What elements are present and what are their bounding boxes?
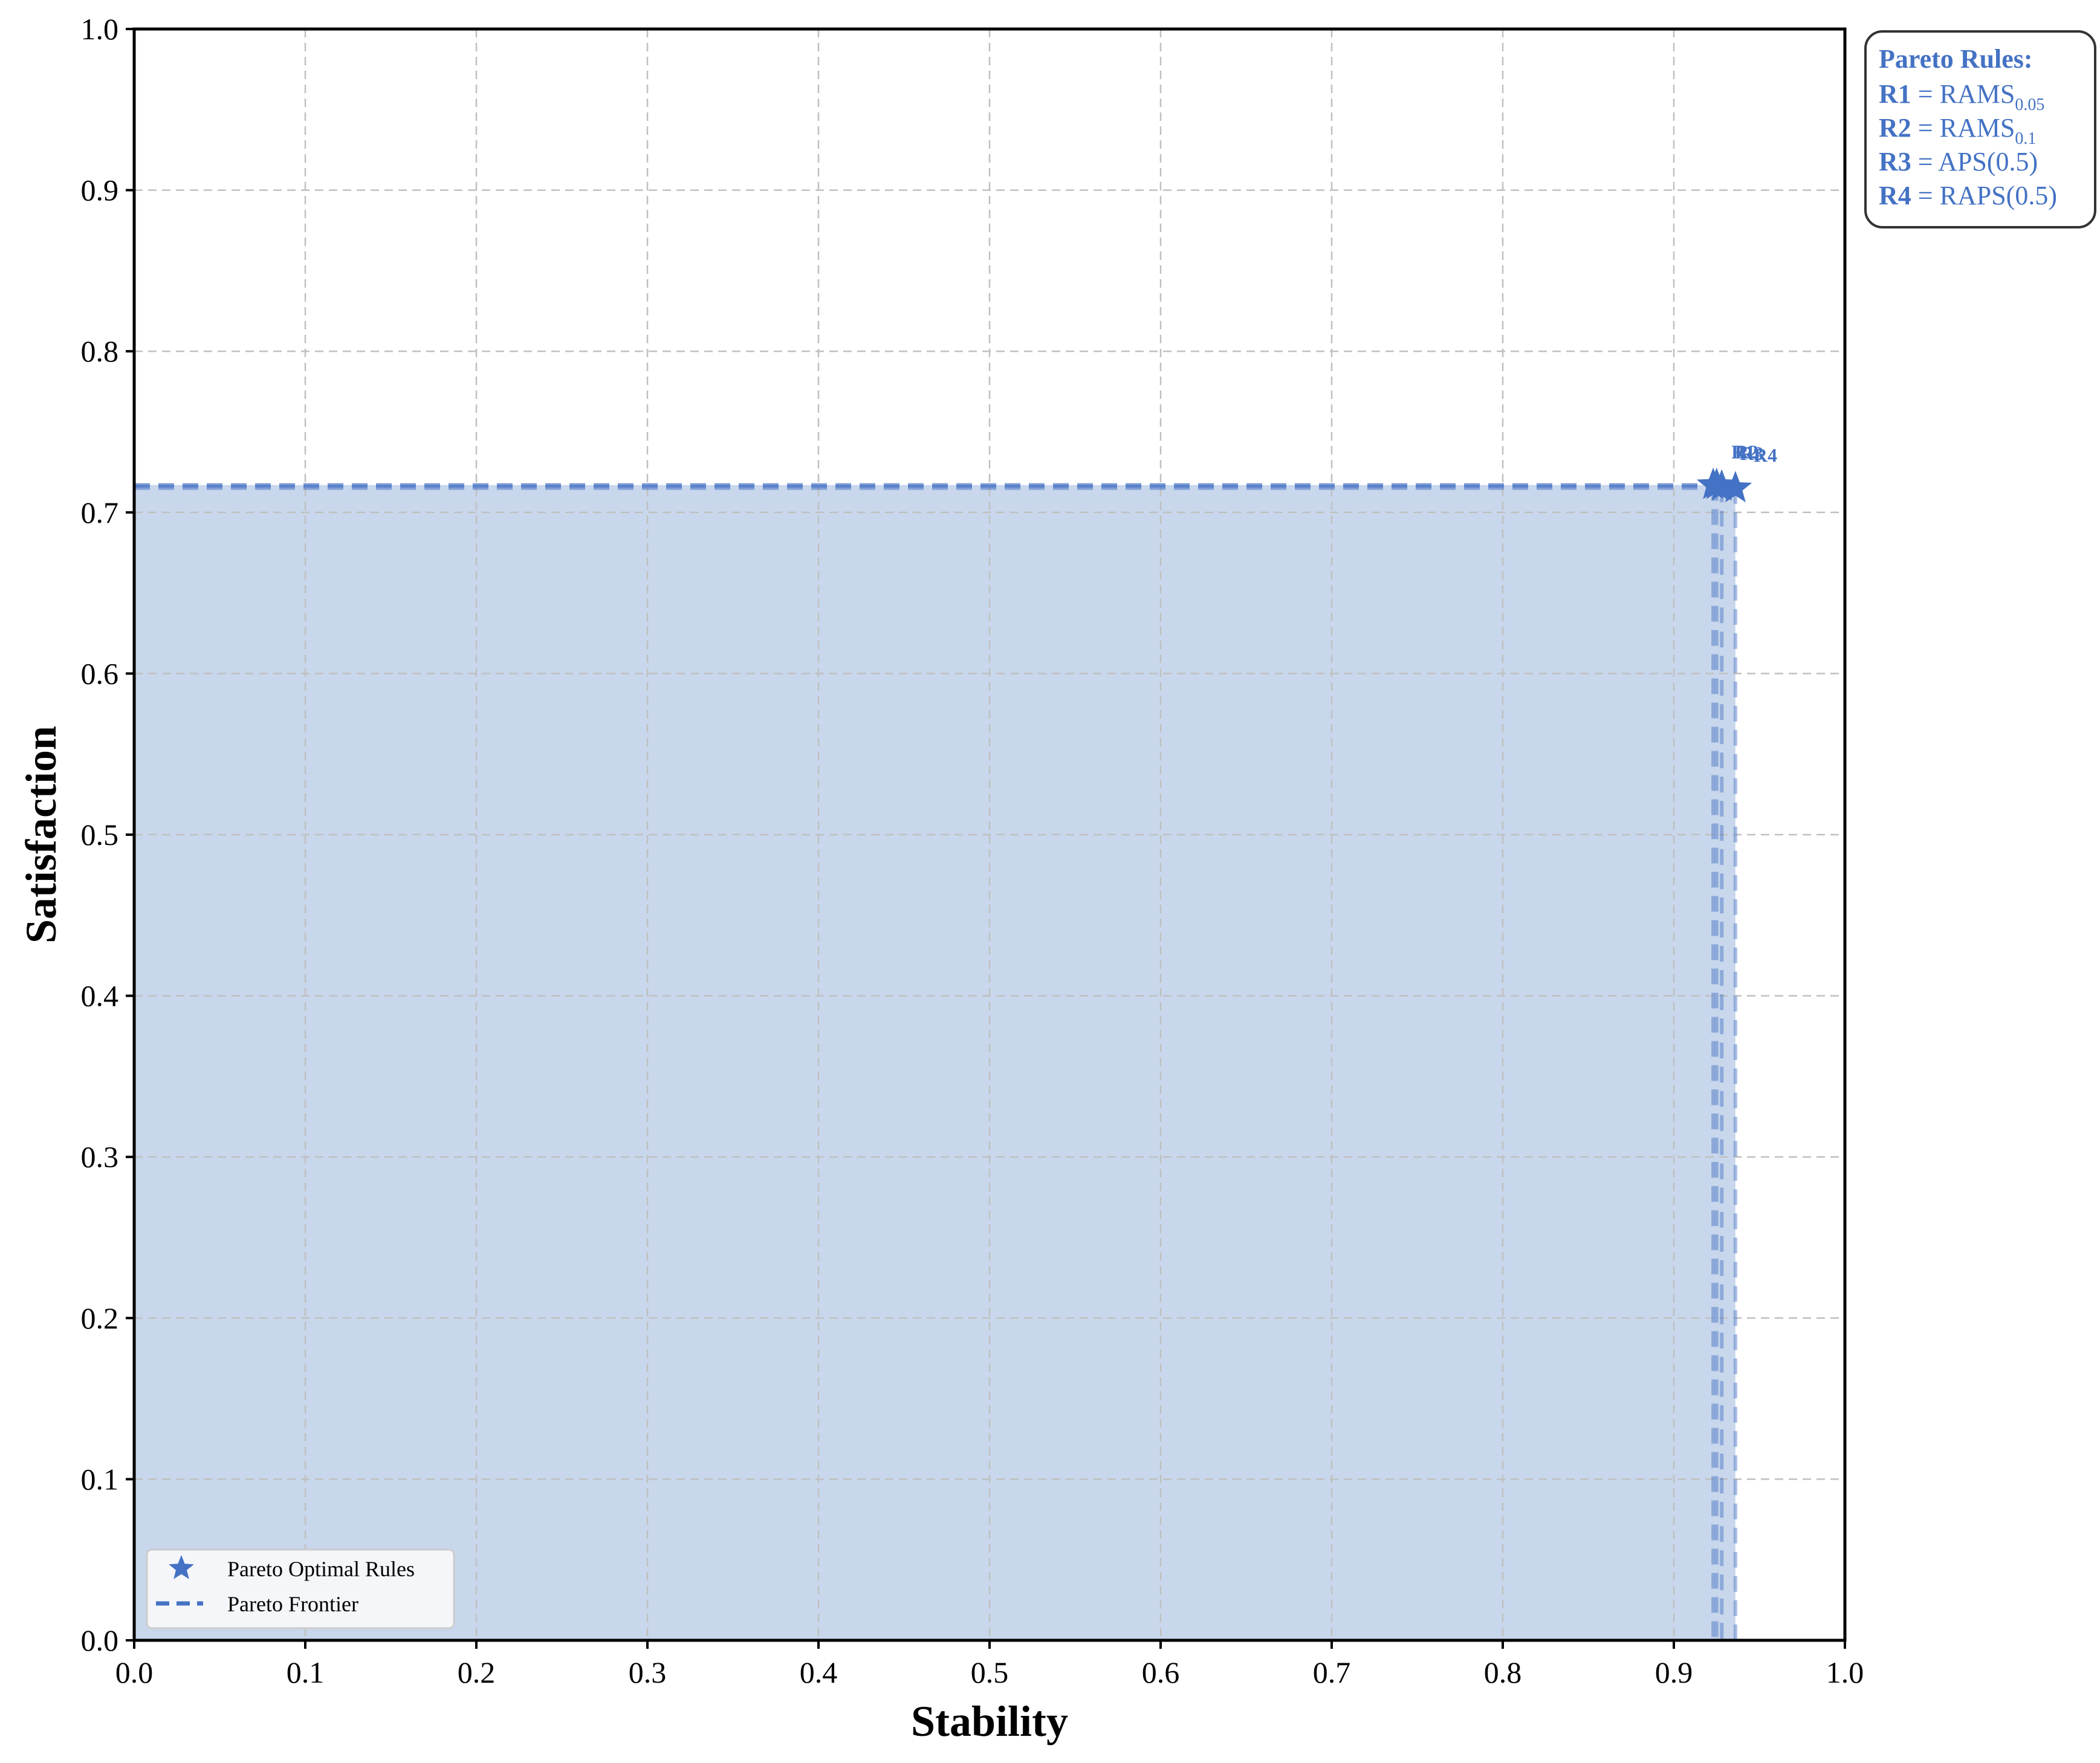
point-label-r1: R1 [1731, 441, 1755, 462]
x-tick-label-2: 0.2 [458, 1655, 496, 1689]
x-tick-label-9: 0.9 [1655, 1655, 1693, 1689]
pareto-rule-r3: R3 = APS(0.5) [1879, 147, 2038, 176]
dominated-region-r4 [134, 488, 1735, 1640]
legend-label-pareto-optimal-rules: Pareto Optimal Rules [227, 1557, 415, 1581]
x-tick-label-6: 0.6 [1142, 1655, 1180, 1689]
y-tick-label-0: 0.0 [81, 1623, 119, 1657]
pareto-region-fill [134, 485, 1735, 1640]
x-tick-label-8: 0.8 [1484, 1655, 1522, 1689]
y-tick-label-1: 0.1 [81, 1462, 119, 1496]
legend-label-pareto-frontier: Pareto Frontier [227, 1592, 358, 1616]
point-r4 [1719, 470, 1752, 503]
y-tick-label-7: 0.7 [81, 496, 119, 529]
pareto-points [1696, 467, 1752, 503]
pareto-rule-r1: R1 = RAMS0.05 [1879, 79, 2044, 114]
x-tick-label-0: 0.0 [115, 1655, 154, 1689]
y-axis-title: Satisfaction [17, 726, 65, 943]
y-tick-label-2: 0.2 [81, 1301, 119, 1335]
pareto-rule-r4: R4 = RAPS(0.5) [1879, 181, 2057, 210]
y-tick-label-3: 0.3 [81, 1140, 119, 1174]
y-axis-ticks: 0.0 0.1 0.2 0.3 0.4 0.5 0.6 0.7 0.8 0.9 1.0 [81, 12, 134, 1657]
x-tick-label-4: 0.4 [800, 1655, 838, 1689]
pareto-rule-r2: R2 = RAMS0.1 [1879, 113, 2036, 148]
pareto-frontier-lines [134, 483, 1737, 1640]
x-tick-label-10: 1.0 [1826, 1655, 1864, 1689]
y-tick-label-10: 1.0 [81, 12, 119, 46]
x-tick-label-1: 0.1 [287, 1655, 325, 1689]
legend-box [146, 1548, 455, 1629]
x-axis-title: Stability [911, 1697, 1068, 1745]
pareto-rules-frame [1864, 30, 2096, 228]
point-label-r2: R2 [1735, 441, 1758, 462]
x-tick-label-7: 0.7 [1313, 1655, 1351, 1689]
y-tick-label-9: 0.9 [81, 173, 119, 207]
y-tick-label-5: 0.5 [81, 818, 119, 852]
x-tick-label-5: 0.5 [971, 1655, 1009, 1689]
point-label-r4: R4 [1754, 444, 1777, 466]
x-tick-label-3: 0.3 [629, 1655, 667, 1689]
x-axis-ticks: 0.0 0.1 0.2 0.3 0.4 0.5 0.6 0.7 0.8 0.9 1.0 [115, 1640, 1864, 1689]
y-tick-label-6: 0.6 [81, 656, 119, 690]
legend-star-icon [169, 1555, 194, 1579]
y-tick-label-8: 0.8 [81, 334, 119, 368]
pareto-rules-title: Pareto Rules: [1879, 44, 2033, 74]
grid [133, 28, 1846, 1642]
point-label-r3: R3 [1740, 442, 1763, 464]
legend: Pareto Optimal Rules Pareto Frontier [146, 1548, 455, 1629]
y-tick-label-4: 0.4 [81, 979, 119, 1013]
